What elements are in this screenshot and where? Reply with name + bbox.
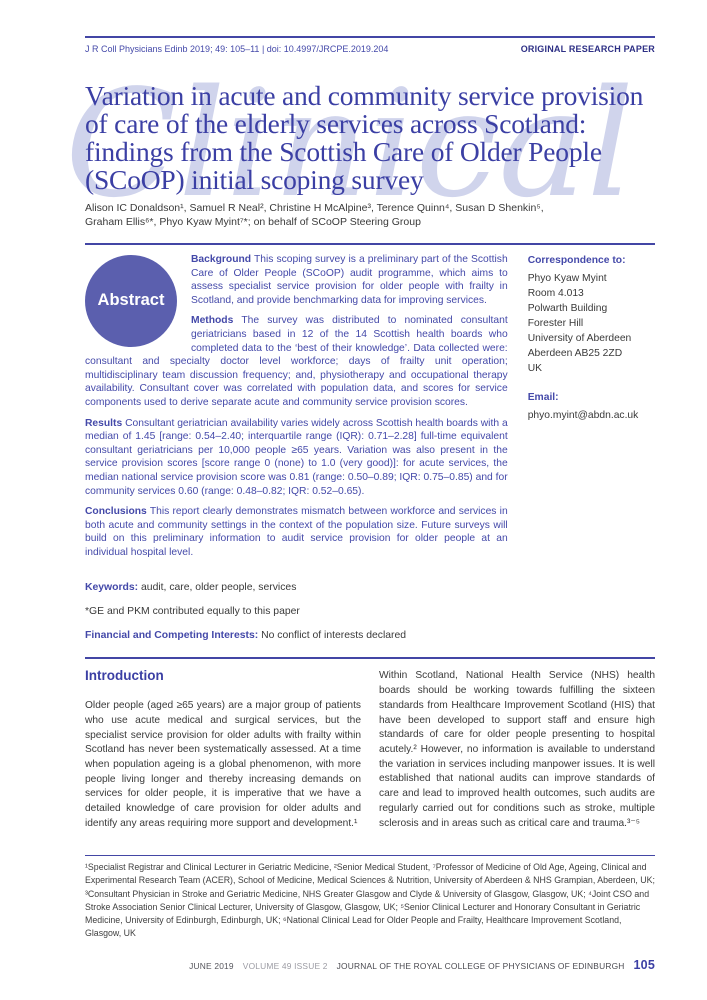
introduction-section: Introduction Older people (aged ≥65 year… [85, 669, 655, 831]
affiliations-text: ¹Specialist Registrar and Clinical Lectu… [85, 862, 655, 939]
abstract-paragraph-background: Background This scoping survey is a prel… [85, 253, 508, 307]
keywords-label: Keywords: [85, 582, 139, 594]
page-footer: JUNE 2019 VOLUME 49 ISSUE 2 JOURNAL OF T… [85, 958, 655, 972]
header-rule [85, 36, 655, 38]
introduction-heading: Introduction [85, 668, 164, 684]
results-text: Consultant geriatrician availability var… [85, 417, 508, 497]
abstract-paragraph-results: Results Consultant geriatrician availabi… [85, 417, 508, 499]
abstract-body: Abstract Background This scoping survey … [85, 253, 508, 566]
financial-interests-text: No conflict of interests declared [261, 630, 407, 642]
correspondence-box: Correspondence to: Phyo Kyaw Myint Room … [528, 253, 655, 566]
abstract-section: Abstract Background This scoping survey … [85, 253, 655, 566]
authors-line-1: Alison IC Donaldson¹, Samuel R Neal², Ch… [85, 202, 544, 214]
author-list: Alison IC Donaldson¹, Samuel R Neal², Ch… [85, 201, 655, 229]
footer-page-number: 105 [633, 958, 655, 972]
footer-journal-name: JOURNAL OF THE ROYAL COLLEGE OF PHYSICIA… [336, 961, 625, 971]
financial-interests-label: Financial and Competing Interests: [85, 630, 259, 642]
authors-line-2: Graham Ellis⁶*, Phyo Kyaw Myint⁷*; on be… [85, 216, 421, 228]
title-block: Clinical Variation in acute and communit… [65, 70, 655, 229]
introduction-paragraph-1: Older people (aged ≥65 years) are a majo… [85, 700, 361, 829]
affiliations-rule [85, 855, 655, 856]
email-label: Email: [527, 392, 559, 403]
paper-category-label: ORIGINAL RESEARCH PAPER [520, 44, 655, 54]
email-address: phyo.myint@abdn.ac.uk [527, 410, 639, 421]
correspondence-label: Correspondence to: [527, 255, 626, 266]
financial-interests-line: Financial and Competing Interests: No co… [85, 630, 655, 641]
abstract-rule [85, 243, 655, 245]
paper-title: Variation in acute and community service… [85, 80, 644, 195]
affiliations-block: ¹Specialist Registrar and Clinical Lectu… [85, 855, 655, 941]
conclusions-label: Conclusions [85, 506, 147, 518]
introduction-column-left: Introduction Older people (aged ≥65 year… [85, 669, 361, 831]
journal-citation: J R Coll Physicians Edinb 2019; 49: 105–… [85, 44, 389, 54]
methods-text: The survey was distributed to nominated … [85, 315, 508, 408]
abstract-paragraph-conclusions: Conclusions This report clearly demonstr… [85, 505, 508, 559]
methods-label: Methods [191, 315, 234, 327]
results-label: Results [85, 417, 123, 429]
page-content: J R Coll Physicians Edinb 2019; 49: 105–… [0, 36, 707, 832]
page-header: J R Coll Physicians Edinb 2019; 49: 105–… [85, 44, 655, 54]
introduction-rule [85, 657, 655, 660]
introduction-column-right: Within Scotland, National Health Service… [379, 669, 655, 831]
footer-date: JUNE 2019 [189, 961, 234, 971]
correspondence-address: Phyo Kyaw Myint Room 4.013 Polwarth Buil… [527, 273, 632, 374]
abstract-badge: Abstract [85, 255, 177, 347]
footer-volume-issue: VOLUME 49 ISSUE 2 [242, 961, 328, 971]
contribution-note: *GE and PKM contributed equally to this … [85, 606, 300, 618]
conclusions-text: This report clearly demonstrates mismatc… [85, 506, 508, 558]
keywords-text: audit, care, older people, services [141, 582, 297, 594]
background-label: Background [191, 254, 252, 265]
abstract-paragraph-methods: Methods The survey was distributed to no… [85, 314, 508, 409]
background-text: This scoping survey is a preliminary par… [191, 254, 508, 306]
introduction-paragraph-2: Within Scotland, National Health Service… [379, 670, 655, 829]
keywords-line: Keywords: audit, care, older people, ser… [85, 582, 655, 593]
